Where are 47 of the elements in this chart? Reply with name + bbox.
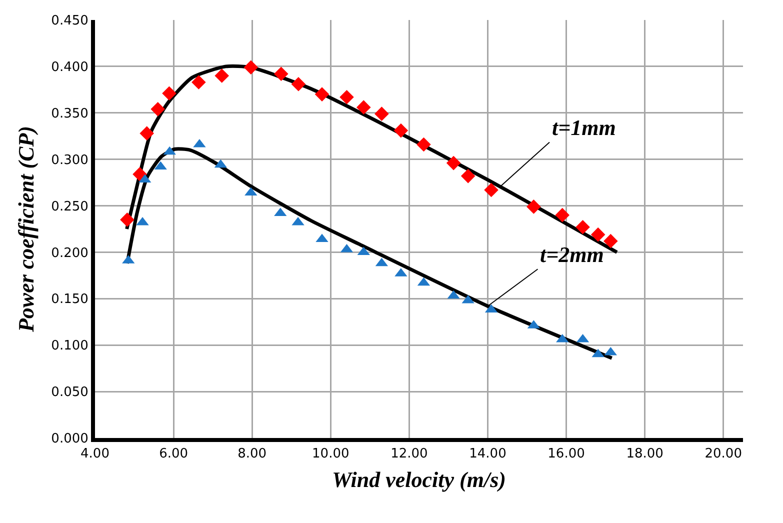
x-tick-label: 18.00 (626, 446, 664, 462)
point (150, 102, 165, 116)
annotation: t=2mm (540, 242, 604, 267)
point (244, 60, 258, 75)
point (604, 234, 618, 248)
point (132, 167, 147, 182)
y-tick-label: 0.450 (51, 14, 88, 29)
x-tick-label: 8.00 (238, 446, 267, 462)
point (214, 68, 229, 83)
y-axis-title: Power coefficient (CP) (13, 126, 38, 334)
y-tick-label: 0.000 (51, 432, 88, 447)
y-tick-label: 0.150 (51, 292, 88, 308)
point (140, 126, 154, 140)
point (484, 182, 498, 198)
y-tick-label: 0.250 (51, 199, 88, 214)
x-tick-label: 12.00 (390, 446, 428, 462)
x-tick-label: 4.00 (80, 446, 110, 462)
point (460, 168, 476, 184)
x-tick-label: 16.00 (548, 446, 585, 462)
point (590, 227, 606, 242)
x-tick-label: 10.00 (312, 446, 350, 462)
point (291, 76, 306, 92)
x-tick-label: 20.00 (704, 446, 742, 462)
y-tick-label: 0.300 (51, 152, 88, 168)
y-tick-label: 0.400 (51, 60, 88, 75)
x-axis-title: Wind velocity (m/s) (332, 467, 506, 492)
point (374, 106, 389, 121)
point (416, 137, 431, 152)
point (526, 200, 541, 214)
y-tick-label: 0.200 (51, 246, 88, 261)
x-tick-label: 14.00 (469, 446, 506, 462)
point (446, 156, 461, 170)
point (356, 100, 371, 114)
x-tick-label: 6.00 (159, 446, 188, 462)
point (576, 220, 590, 234)
y-tick-label: 0.350 (51, 106, 88, 122)
point (314, 87, 330, 102)
point (394, 123, 408, 138)
point (192, 75, 206, 90)
y-tick-label: 0.100 (51, 338, 88, 354)
annotation: t=1mm (552, 115, 616, 140)
point (162, 86, 176, 101)
point (274, 66, 288, 82)
y-tick-label: 0.050 (51, 385, 88, 400)
point (120, 212, 134, 227)
point (340, 90, 354, 104)
point (555, 208, 570, 222)
